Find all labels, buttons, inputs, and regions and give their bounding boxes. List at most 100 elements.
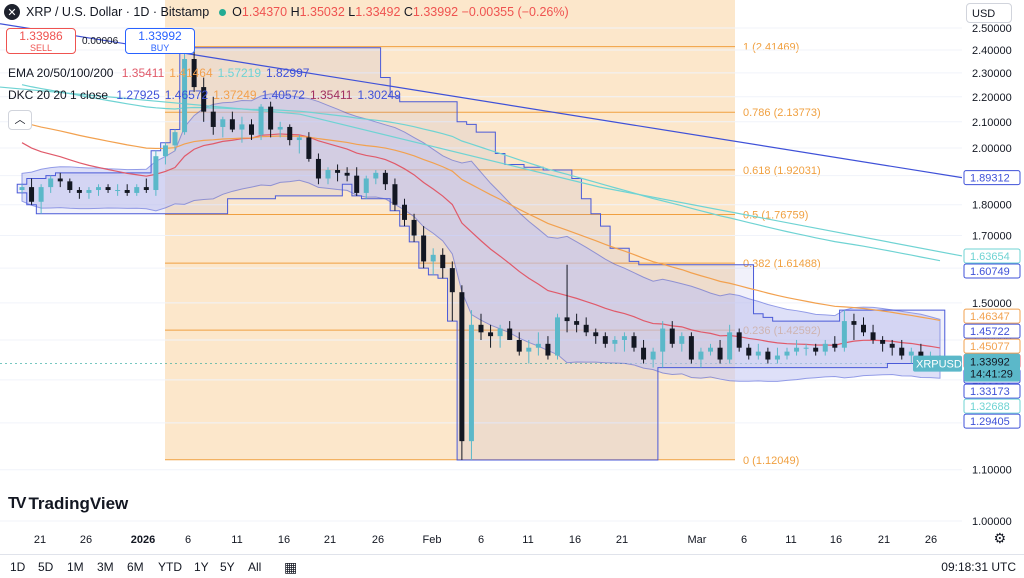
candle-body <box>861 324 866 333</box>
candle-body <box>382 172 388 185</box>
symbol-title[interactable]: XRP / U.S. Dollar · 1D · Bitstamp <box>26 5 210 19</box>
candle-body <box>306 137 312 159</box>
candle-body <box>851 321 857 325</box>
candle-body <box>516 339 522 352</box>
donchian-channel <box>16 47 946 461</box>
time-axis[interactable]: 21 26 2026 6 11 16 21 26 Feb 6 11 16 21 Mar 6 11 16 21 26 <box>34 534 937 546</box>
ema-indicator-legend[interactable]: EMA 20/50/100/200 1.35411 1.41464 1.57219 1… <box>8 66 310 80</box>
fib-level-label: 0 (1.12049) <box>743 455 799 467</box>
candle-body <box>182 59 188 133</box>
utc-clock[interactable]: 09:18:31 UTC <box>941 560 1016 574</box>
currency-selector[interactable]: USD <box>966 3 1012 23</box>
time-tick-label: 26 <box>925 534 937 546</box>
price-axis-label: 1.60749 <box>970 266 1010 278</box>
keltner-inner-band <box>21 93 941 382</box>
time-tick-label: 11 <box>522 534 533 546</box>
price-tick-label: 1.10000 <box>972 465 1012 477</box>
candle-body <box>497 328 503 337</box>
bottom-toolbar: 1D 5D 1M 3M 6M YTD 1Y 5Y All ▦ 09:18:31 … <box>0 554 1024 578</box>
ema-20-line <box>21 133 941 349</box>
time-tick-label: 21 <box>324 534 336 546</box>
candle-body <box>162 145 168 157</box>
time-tick-label: 11 <box>785 534 796 546</box>
time-tick-label: 21 <box>34 534 46 546</box>
market-status-icon <box>219 8 227 16</box>
candle-body <box>258 106 264 135</box>
candle-body <box>153 156 159 191</box>
candle-body <box>210 111 216 127</box>
price-tick-label: 2.30000 <box>972 68 1012 80</box>
candle-body <box>172 132 178 146</box>
range-ytd[interactable]: YTD <box>158 560 182 574</box>
price-axis-label: 1.46347 <box>970 311 1010 323</box>
range-3m[interactable]: 3M <box>97 560 114 574</box>
time-tick-label: Feb <box>423 534 442 546</box>
candle-body <box>545 343 551 356</box>
price-axis-label-box <box>963 338 1021 354</box>
candle-body <box>76 190 82 193</box>
range-6m[interactable]: 6M <box>127 560 144 574</box>
price-axis-label-box <box>963 323 1021 339</box>
time-tick-label: 6 <box>185 534 191 546</box>
price-axis-label: 1.32688 <box>970 401 1010 413</box>
candle-body <box>478 324 484 333</box>
time-tick-label: 6 <box>478 534 484 546</box>
candle-body <box>755 351 761 356</box>
candle-body <box>134 187 140 193</box>
candle-body <box>48 178 54 188</box>
range-5y[interactable]: 5Y <box>220 560 235 574</box>
candle-body <box>660 328 666 352</box>
candle-body <box>239 124 245 130</box>
fibonacci-retracement[interactable]: 1 (2.41469) 0.786 (2.13773) 0.618 (1.92031… <box>165 0 821 467</box>
candle-body <box>325 170 331 179</box>
price-axis-label: 1.89312 <box>970 173 1010 185</box>
time-tick-label: 16 <box>569 534 581 546</box>
candle-body <box>631 336 637 348</box>
spread-value: 0.00006 <box>82 36 119 47</box>
fib-level-label: 0.618 (1.92031) <box>743 165 821 177</box>
candle-body <box>880 339 886 344</box>
range-5d[interactable]: 5D <box>38 560 54 574</box>
calendar-goto-icon[interactable]: ▦ <box>284 559 298 575</box>
dkc-indicator-legend[interactable]: DKC 20 20 1 close 1.27925 1.46572 1.37249 1… <box>8 88 401 102</box>
candle-body <box>335 170 341 173</box>
candle-body <box>96 187 101 191</box>
candle-body <box>38 187 44 202</box>
settings-gear-icon[interactable]: ⚙ <box>993 530 1006 546</box>
candle-body <box>688 336 694 360</box>
range-1y[interactable]: 1Y <box>194 560 209 574</box>
candle-body <box>679 336 685 344</box>
time-tick-label: 16 <box>830 534 842 546</box>
fib-level-label: 0.5 (1.76759) <box>743 210 808 222</box>
candle-body <box>813 347 819 352</box>
candle-body <box>803 347 809 349</box>
candle-body <box>191 59 197 88</box>
candle-body <box>29 187 35 202</box>
price-axis-label-box <box>963 398 1021 414</box>
sell-button[interactable]: 1.33986 SELL <box>6 28 76 54</box>
price-axis-label-box <box>963 170 1021 186</box>
candle-body <box>220 119 226 127</box>
chart-legend-header: ✕ XRP / U.S. Dollar · 1D · Bitstamp O1.3… <box>4 4 569 20</box>
buy-button[interactable]: 1.33992 BUY <box>125 28 195 54</box>
time-tick-label: 11 <box>231 534 242 546</box>
candle-body <box>86 190 92 193</box>
ema-value: 1.57219 <box>217 66 262 80</box>
collapse-legend-button[interactable]: ︿ <box>8 110 32 130</box>
keltner-channel-bands <box>16 47 946 461</box>
candle-body <box>115 190 121 192</box>
tradingview-logo: TV TradingView <box>8 494 129 513</box>
candle-body <box>669 328 675 344</box>
range-1m[interactable]: 1M <box>67 560 84 574</box>
candle-body <box>105 187 111 191</box>
range-1d[interactable]: 1D <box>10 560 26 574</box>
range-all[interactable]: All <box>248 560 262 574</box>
price-axis-label: 1.33173 <box>970 386 1010 398</box>
time-tick-label: 26 <box>80 534 92 546</box>
price-axis-label-box <box>963 383 1021 399</box>
candle-body <box>641 347 647 360</box>
candle-body <box>899 347 905 356</box>
price-axis-label: 1.45077 <box>970 341 1010 353</box>
candle-body <box>19 187 25 191</box>
